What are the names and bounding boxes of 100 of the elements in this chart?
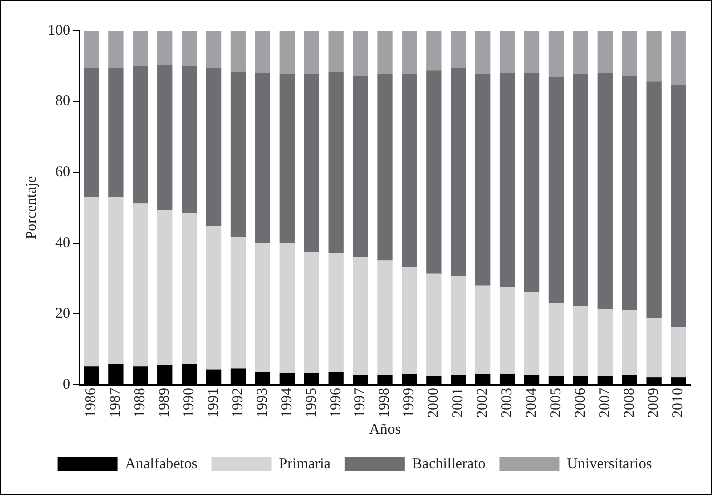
y-tick-label: 20	[56, 306, 70, 322]
bar	[500, 31, 516, 74]
bar	[548, 304, 564, 377]
bar	[622, 310, 638, 376]
bar	[206, 226, 222, 370]
bar	[353, 258, 368, 376]
bar	[671, 31, 686, 86]
bar	[280, 31, 295, 74]
bar	[402, 74, 418, 268]
legend-label: Analfabetos	[125, 456, 198, 472]
bar	[573, 74, 589, 306]
x-tick-label: 2000	[426, 388, 442, 418]
bar	[304, 74, 320, 252]
bar	[476, 286, 491, 374]
x-tick-label: 1996	[328, 388, 344, 418]
x-tick-label: 2005	[548, 388, 564, 418]
bar	[108, 197, 124, 364]
bar	[328, 252, 344, 372]
x-tick-label: 2001	[450, 388, 467, 418]
bar	[671, 85, 686, 327]
bar	[230, 237, 246, 369]
bar	[108, 31, 124, 69]
x-axis-title: Años	[369, 422, 402, 438]
y-tick-label: 80	[56, 94, 70, 110]
bar	[182, 213, 198, 364]
bar	[548, 31, 564, 78]
bar	[133, 204, 148, 367]
bar	[646, 82, 662, 318]
bar	[378, 74, 393, 261]
y-tick-label: 40	[56, 235, 70, 252]
bar	[328, 31, 344, 72]
bar	[255, 31, 271, 74]
y-axis-title: Porcentaje	[24, 176, 40, 240]
bar	[133, 66, 148, 204]
x-tick-label: 1992	[230, 388, 246, 418]
bar	[402, 31, 418, 74]
x-tick-label: 1991	[206, 388, 222, 418]
bar	[622, 31, 638, 76]
bar	[158, 31, 173, 66]
x-tick-label: 1987	[108, 388, 124, 418]
bar	[182, 66, 198, 214]
bar	[84, 197, 100, 367]
bar	[573, 306, 589, 377]
bar	[598, 309, 613, 377]
x-tick-label: 1995	[304, 388, 320, 418]
bar	[84, 68, 100, 198]
bar	[133, 31, 148, 66]
bar	[378, 31, 393, 74]
bar	[255, 73, 271, 244]
bar	[158, 65, 173, 210]
bar	[230, 31, 246, 72]
bar	[378, 260, 393, 376]
bar	[280, 243, 295, 374]
bar	[206, 31, 222, 69]
bar	[304, 31, 320, 74]
bar	[158, 210, 173, 366]
bar	[622, 76, 638, 310]
x-tick-label: 2007	[597, 388, 614, 418]
bar	[182, 31, 198, 66]
bar	[230, 72, 246, 238]
bar	[451, 68, 466, 276]
x-tick-label: 1998	[377, 388, 394, 418]
legend-label: Primaria	[279, 456, 332, 472]
bar	[646, 31, 662, 82]
legend-label: Bachillerato	[412, 456, 486, 472]
bar	[598, 73, 613, 310]
bar	[402, 267, 418, 374]
bar	[476, 31, 491, 74]
x-tick-label: 1997	[352, 388, 369, 418]
bar	[671, 326, 686, 378]
bar	[524, 292, 540, 376]
bar	[524, 31, 540, 74]
x-tick-label: 2003	[499, 388, 516, 418]
bar	[451, 31, 466, 69]
x-tick-label: 1990	[182, 388, 198, 418]
bar	[573, 31, 589, 74]
bar	[524, 73, 540, 293]
bar	[328, 72, 344, 253]
bar	[84, 31, 100, 69]
x-tick-label: 1988	[132, 388, 149, 418]
bar	[451, 276, 466, 376]
x-tick-label: 2010	[670, 388, 687, 418]
bar	[548, 77, 564, 304]
x-tick-label: 1999	[402, 388, 418, 418]
y-tick-label: 0	[63, 376, 70, 393]
bar	[280, 74, 295, 244]
x-tick-label: 2008	[622, 388, 638, 418]
bar	[426, 31, 442, 71]
bar	[353, 76, 368, 258]
x-tick-label: 2002	[475, 388, 492, 418]
x-tick-label: 2009	[646, 388, 662, 418]
x-tick-label: 2004	[524, 388, 540, 418]
bar	[426, 70, 442, 274]
x-tick-label: 1989	[157, 388, 174, 418]
x-tick-label: 1994	[279, 388, 296, 418]
bar	[500, 73, 516, 287]
bar	[476, 74, 491, 286]
bar	[108, 68, 124, 198]
y-tick-label: 60	[56, 164, 70, 181]
bar	[426, 274, 442, 377]
